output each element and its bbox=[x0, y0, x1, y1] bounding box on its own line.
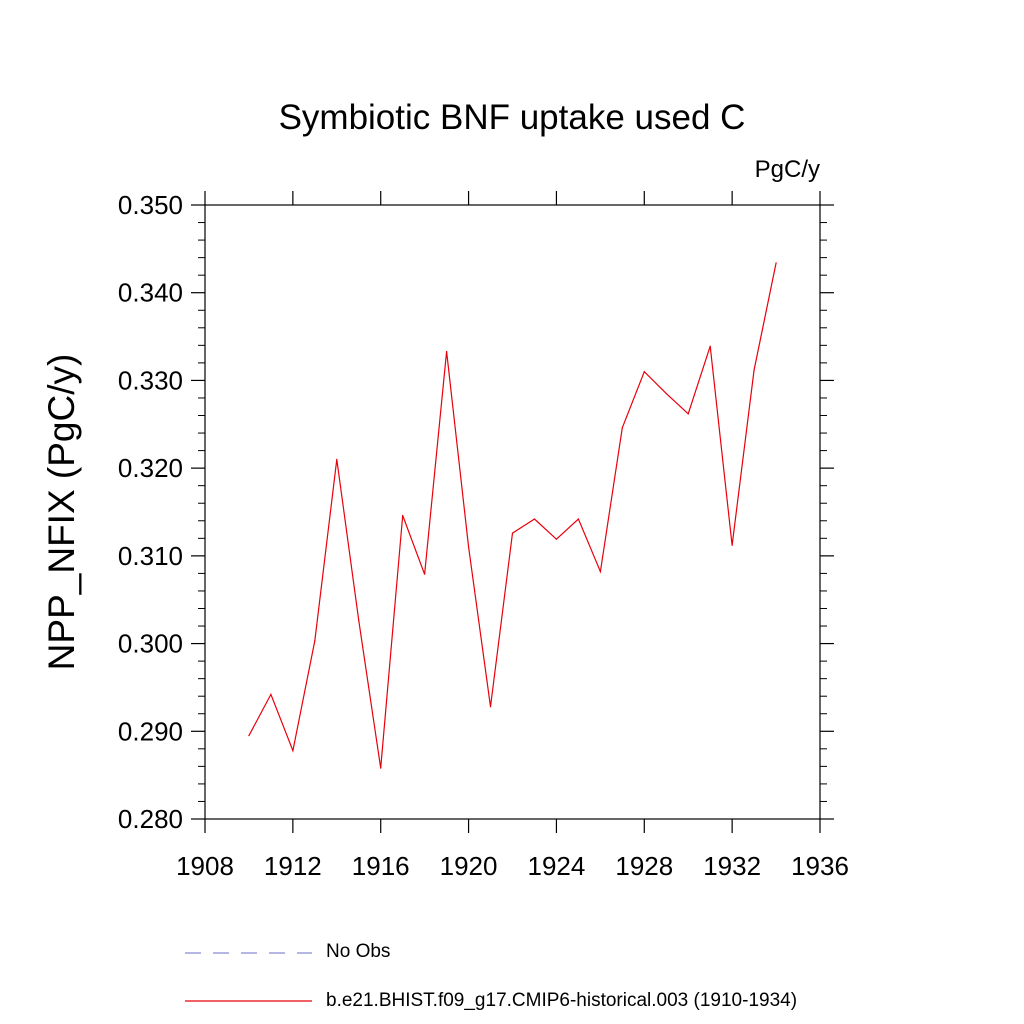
x-tick-label: 1920 bbox=[440, 851, 498, 881]
legend-label-model-run: b.e21.BHIST.f09_g17.CMIP6-historical.003… bbox=[326, 990, 798, 1011]
x-tick-label: 1928 bbox=[615, 851, 673, 881]
data-point bbox=[358, 620, 360, 622]
data-point bbox=[292, 749, 294, 752]
data-point bbox=[753, 369, 755, 371]
units-label: PgC/y bbox=[754, 156, 820, 183]
x-tick-label: 1924 bbox=[528, 851, 586, 881]
x-tick-label: 1912 bbox=[264, 851, 322, 881]
data-point bbox=[709, 345, 711, 347]
plot-frame bbox=[204, 204, 821, 820]
data-point bbox=[336, 458, 338, 460]
data-point bbox=[446, 350, 448, 353]
y-tick-label: 0.310 bbox=[118, 541, 183, 571]
y-tick-label: 0.280 bbox=[118, 804, 183, 834]
y-tick-label: 0.350 bbox=[118, 190, 183, 220]
y-tick-label: 0.340 bbox=[118, 278, 183, 308]
data-point bbox=[467, 546, 470, 548]
data-point bbox=[665, 392, 667, 395]
data-point bbox=[270, 693, 272, 696]
series-line-model-run bbox=[248, 262, 777, 769]
data-point bbox=[248, 735, 250, 737]
chart-title: Symbiotic BNF uptake used C bbox=[278, 98, 746, 137]
x-tick-label: 1932 bbox=[703, 851, 761, 881]
data-point bbox=[402, 514, 404, 517]
x-tick-label: 1936 bbox=[791, 851, 849, 881]
data-point bbox=[489, 706, 492, 708]
data-point bbox=[643, 371, 645, 373]
data-point bbox=[775, 262, 777, 264]
data-point bbox=[511, 532, 514, 534]
x-tick-label: 1916 bbox=[352, 851, 410, 881]
x-tick-label: 1908 bbox=[176, 851, 234, 881]
data-point bbox=[621, 427, 623, 429]
y-tick-label: 0.320 bbox=[118, 453, 183, 483]
y-tick-label: 0.330 bbox=[118, 365, 183, 395]
data-point bbox=[380, 767, 382, 769]
data-point bbox=[314, 640, 316, 642]
y-tick-label: 0.300 bbox=[118, 629, 183, 659]
data-point bbox=[533, 518, 536, 520]
data-point bbox=[731, 544, 733, 546]
data-point bbox=[687, 413, 689, 415]
data-point bbox=[424, 573, 426, 575]
data-point bbox=[577, 518, 579, 520]
legend-label-no-obs: No Obs bbox=[326, 941, 391, 962]
y-tick-label: 0.290 bbox=[118, 716, 183, 746]
data-point bbox=[599, 571, 601, 573]
data-point bbox=[555, 538, 558, 540]
